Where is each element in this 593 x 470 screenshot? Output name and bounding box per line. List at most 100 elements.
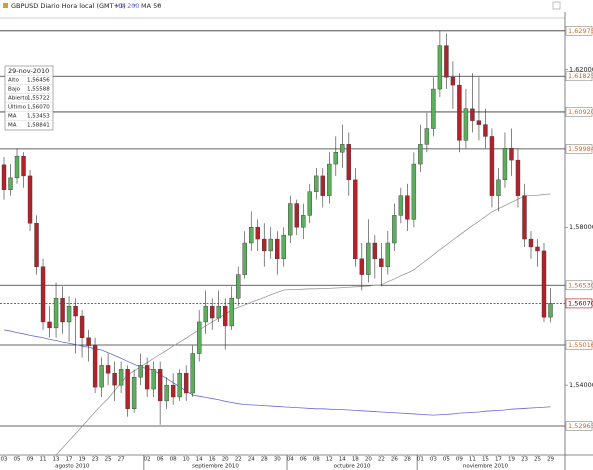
candle-body xyxy=(320,175,325,196)
level-label: 1,60920 xyxy=(568,108,593,116)
candle-body xyxy=(450,77,456,86)
candle-body xyxy=(190,353,195,394)
candle-body xyxy=(275,238,280,260)
candle-body xyxy=(118,369,124,386)
x-tick-label: 17 xyxy=(66,457,73,463)
candle-body xyxy=(21,155,26,177)
candle-body xyxy=(262,238,267,252)
candle-body xyxy=(144,365,150,390)
candle-body xyxy=(307,191,312,216)
candle-body xyxy=(463,108,469,141)
dropdown-arrow[interactable] xyxy=(157,4,160,8)
level-label-box xyxy=(565,421,593,431)
level-label: 1,59984 xyxy=(568,145,593,153)
x-tick-label: 20 xyxy=(222,457,229,463)
level-label-box xyxy=(565,26,593,36)
candle-body xyxy=(249,227,254,244)
x-tick-label: 22 xyxy=(378,457,385,463)
candle-body xyxy=(496,179,501,196)
candle-body xyxy=(92,345,98,388)
candle-body xyxy=(346,144,352,181)
candle-body xyxy=(60,298,65,323)
candle-body xyxy=(535,246,540,252)
x-tick-label: 12 xyxy=(326,457,333,463)
candle-body xyxy=(177,373,182,398)
candle-body xyxy=(151,369,156,390)
candle-body xyxy=(209,305,215,319)
candle-body xyxy=(392,215,397,244)
x-tick-label: 28 xyxy=(404,457,411,463)
x-tick-label: 05 xyxy=(443,457,450,463)
x-tick-label: 18 xyxy=(352,457,359,463)
candle-body xyxy=(47,321,52,329)
x-tick-label: 22 xyxy=(235,457,242,463)
level-label: 1,62975 xyxy=(568,27,593,35)
info-label: MA xyxy=(8,123,17,129)
level-label-box xyxy=(565,280,593,291)
candle-body xyxy=(255,227,260,240)
candle-body xyxy=(242,242,247,275)
x-tick-label: 26 xyxy=(391,457,398,463)
candle-body xyxy=(229,298,234,327)
level-label: 1,52965 xyxy=(568,422,593,430)
level-label: 1,61825 xyxy=(568,72,593,80)
candle-body xyxy=(170,384,176,398)
legend-entry[interactable]: MA 50 xyxy=(141,2,161,10)
candle-body xyxy=(372,242,378,260)
month-label: agosto 2010 xyxy=(55,464,90,470)
dropdown-arrow[interactable] xyxy=(133,4,136,8)
candle-body xyxy=(86,337,91,346)
x-tick-label: 04 xyxy=(287,457,294,463)
settings-icon[interactable] xyxy=(552,1,561,10)
x-tick-label: 20 xyxy=(365,457,372,463)
candle-body xyxy=(548,303,553,318)
x-tick-label: 08 xyxy=(170,457,177,463)
level-label-box xyxy=(565,71,593,82)
candle-body xyxy=(359,258,365,275)
x-tick-label: 08 xyxy=(313,457,320,463)
candle-body xyxy=(470,108,475,121)
x-tick-label: 11 xyxy=(40,457,47,463)
price-label: 1,56070 xyxy=(568,299,593,307)
candle-body xyxy=(203,305,208,323)
chart-title: GBPUSD Diario Hora local (GMT+1) xyxy=(11,2,126,10)
info-label: Último xyxy=(8,104,27,111)
candle-body xyxy=(509,148,514,161)
x-tick-label: 14 xyxy=(339,457,346,463)
info-value: 1,58841 xyxy=(27,123,50,129)
candle-body xyxy=(398,195,404,216)
candle-body xyxy=(405,195,410,220)
x-tick-label: 06 xyxy=(157,457,164,463)
candle-body xyxy=(327,163,332,196)
candle-body xyxy=(431,88,436,129)
price-label-box xyxy=(565,298,593,309)
candle-body xyxy=(379,258,384,267)
x-tick-label: 28 xyxy=(261,457,268,463)
candle-body xyxy=(301,215,306,228)
level-label-box xyxy=(565,340,593,350)
candle-body xyxy=(294,203,299,228)
candle-body xyxy=(223,305,228,327)
candle-body xyxy=(99,365,104,388)
candle-body xyxy=(515,159,521,196)
info-value: 1,53453 xyxy=(27,114,50,120)
candle-body xyxy=(8,177,13,190)
candle-body xyxy=(476,120,482,125)
candle-body xyxy=(73,305,78,317)
info-label: Abierto xyxy=(8,96,29,102)
candle-body xyxy=(27,175,33,224)
candle-body xyxy=(216,305,221,319)
candle-body xyxy=(157,369,163,402)
x-tick-label: 24 xyxy=(248,457,255,463)
x-tick-label: 29 xyxy=(547,457,554,463)
candle-body xyxy=(333,152,339,165)
x-tick-label: 19 xyxy=(79,457,86,463)
candle-body xyxy=(314,175,319,192)
x-tick-label: 06 xyxy=(300,457,307,463)
legend-entry[interactable]: MA 200 xyxy=(115,2,140,10)
x-tick-label: 14 xyxy=(196,457,203,463)
x-tick-label: 30 xyxy=(274,457,281,463)
x-tick-label: 16 xyxy=(209,457,216,463)
candle-body xyxy=(34,223,39,267)
